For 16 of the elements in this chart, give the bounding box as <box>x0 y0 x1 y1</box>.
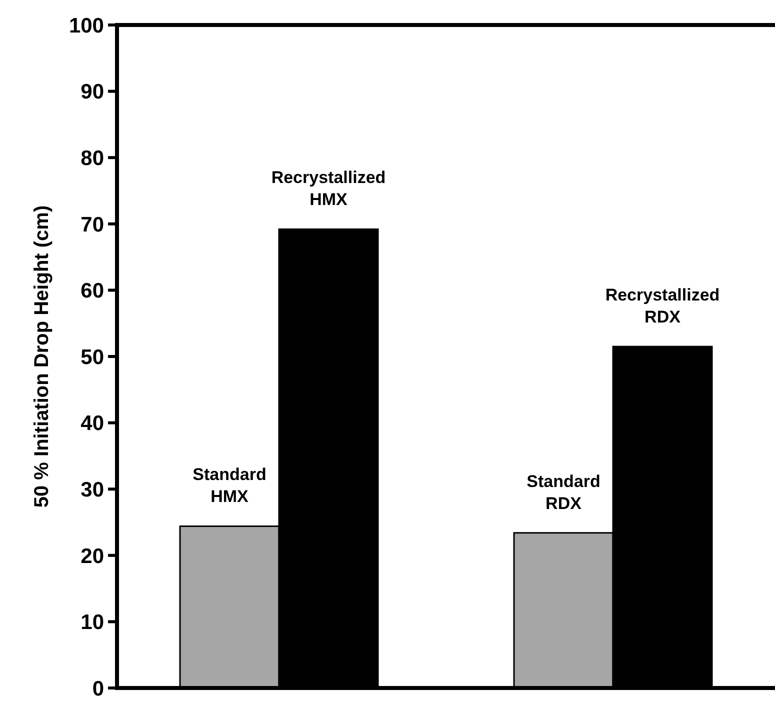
y-tick-label: 50 <box>80 346 104 369</box>
y-axis-title: 50 % Initiation Drop Height (cm) <box>31 205 53 508</box>
y-tick-label: 60 <box>80 280 104 303</box>
y-tick-label: 80 <box>80 146 104 170</box>
y-tick-label: 20 <box>80 544 104 568</box>
y-tick-label: 100 <box>68 14 104 38</box>
y-tick-label: 10 <box>80 611 104 634</box>
annotation: Standard HMX <box>192 465 266 506</box>
annotation: Standard RDX <box>526 472 600 513</box>
y-tick-label: 70 <box>80 213 104 236</box>
y-tick-label: 30 <box>80 478 104 502</box>
y-tick-label: 0 <box>92 677 104 700</box>
y-tick-label: 90 <box>80 80 104 104</box>
y-tick-label: 40 <box>80 412 104 436</box>
annotation: Recrystallized RDX <box>605 286 720 327</box>
annotation: Recrystallized HMX <box>271 168 386 210</box>
